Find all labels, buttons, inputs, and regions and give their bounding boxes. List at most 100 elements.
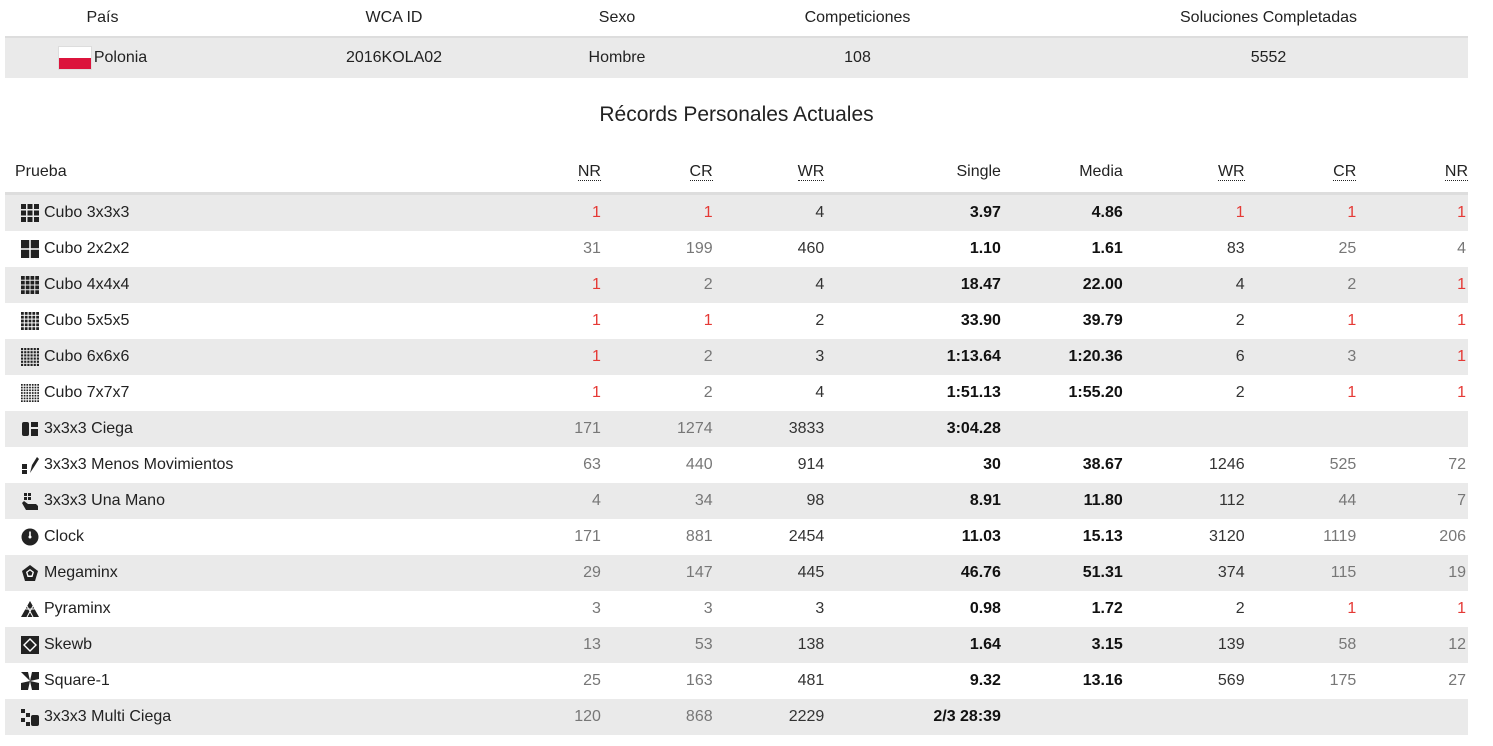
event-cell: 3x3x3 Una Mano [5,483,490,519]
event-name[interactable]: Cubo 5x5x5 [44,312,130,330]
table-row: Cubo 6x6x6 1 2 3 1:13.64 1:20.36 6 3 1 [5,339,1468,375]
wr-average-cell: 2 [1235,600,1245,617]
clock-icon [20,527,42,547]
wr-single-cell: 98 [712,483,825,519]
nr-average-cell: 1 [1356,267,1468,303]
cr-average-header[interactable]: CR [1244,152,1357,195]
event-cell: Cubo 3x3x3 [5,193,490,231]
average-cell: 13.16 [1082,672,1123,689]
gender-header: Sexo [598,9,636,26]
skewb-icon [20,635,42,655]
nr-single-cell: 1 [489,267,601,303]
cr-single-cell: 868 [600,699,713,735]
event-name[interactable]: Cubo 6x6x6 [44,348,130,366]
cr-single-cell: 1 [600,193,713,231]
event-name[interactable]: Cubo 3x3x3 [44,204,130,222]
event-name[interactable]: 3x3x3 Ciega [44,420,133,438]
nr-single-header[interactable]: NR [489,152,601,195]
event-name[interactable]: Clock [44,528,85,546]
event-name[interactable]: 3x3x3 Multi Ciega [44,708,172,726]
event-cell: 3x3x3 Ciega [5,411,490,447]
wr-single-cell: 4 [712,267,825,303]
competitions-value: 108 [646,36,1069,78]
cr-single-cell: 163 [685,672,713,689]
nr-average-cell: 1 [1457,384,1466,401]
single-cell: 30 [983,456,1001,473]
table-row: Square-1 25 163 481 9.32 13.16 569 175 27 [5,663,1468,699]
cr-single-cell: 440 [685,456,713,473]
wr-single-cell: 2229 [712,699,825,735]
event-name[interactable]: 3x3x3 Menos Movimientos [44,456,234,474]
average-cell: 4.86 [1000,193,1123,231]
nr-single-cell: 4 [489,483,601,519]
wr-average-header[interactable]: WR [1122,152,1245,195]
event-cell: Pyraminx [5,591,489,627]
event-name[interactable]: Cubo 4x4x4 [44,276,130,294]
cr-single-cell: 2 [703,384,713,401]
solves-header: Soluciones Completadas [1180,9,1357,26]
wr-single-cell: 2 [815,312,825,329]
table-row: 3x3x3 Una Mano 4 34 98 8.91 11.80 112 44 7 [5,483,1468,519]
nr-average-cell: 206 [1439,528,1466,545]
event-name[interactable]: 3x3x3 Una Mano [44,492,165,510]
cube-5x5-icon [20,311,42,331]
cube-3x3-icon [20,203,42,223]
wr-single-cell: 4 [815,384,825,401]
wr-average-cell: 4 [1122,267,1245,303]
wr-average-cell: 1 [1122,193,1245,231]
nr-average-header[interactable]: NR [1356,152,1468,195]
cube-7x7-icon [20,383,42,403]
table-row: Clock 171 881 2454 11.03 15.13 3120 1119 206 [5,519,1468,555]
average-cell: 1:55.20 [1068,384,1123,401]
event-name[interactable]: Square-1 [44,672,110,690]
average-cell [1000,699,1123,735]
cr-average-cell: 115 [1244,555,1357,591]
table-row: Cubo 5x5x5 1 1 2 33.90 39.79 2 1 1 [5,303,1468,339]
event-cell: 3x3x3 Multi Ciega [5,699,490,735]
single-cell: 1:51.13 [946,384,1001,401]
table-row: Pyraminx 3 3 3 0.98 1.72 2 1 1 [5,591,1468,627]
cr-average-cell: 2 [1244,267,1357,303]
cr-single-cell: 147 [600,555,713,591]
nr-average-cell: 1 [1356,339,1468,375]
cr-single-cell: 53 [600,627,713,663]
country-cell: Polonia [5,36,200,78]
country-header: País [86,9,119,26]
nr-single-cell: 120 [489,699,601,735]
nr-single-cell: 171 [574,528,601,545]
cr-average-cell: 175 [1329,672,1357,689]
cr-single-header[interactable]: CR [600,152,713,195]
wr-single-cell: 460 [797,240,825,257]
country-value: Polonia [93,49,148,67]
event-name[interactable]: Cubo 7x7x7 [44,384,130,402]
cr-average-cell [1244,699,1357,735]
event-name[interactable]: Skewb [44,636,93,654]
cr-average-cell: 58 [1244,627,1357,663]
event-name[interactable]: Megaminx [44,564,118,582]
nr-average-cell: 4 [1457,240,1466,257]
wr-average-cell: 1246 [1209,456,1245,473]
event-cell: Cubo 5x5x5 [5,303,489,339]
nr-single-cell: 31 [583,240,601,257]
cr-single-cell: 34 [600,483,713,519]
event-cell: Cubo 2x2x2 [5,231,489,267]
records-title: Récords Personales Actuales [599,103,874,126]
average-cell: 15.13 [1082,528,1123,545]
event-name[interactable]: Cubo 2x2x2 [44,240,130,258]
nr-average-cell: 1 [1457,600,1466,617]
table-row: 3x3x3 Multi Ciega 120 868 2229 2/3 28:39 [5,699,1468,735]
wr-average-cell: 2 [1235,384,1245,401]
single-cell: 1.10 [969,240,1001,257]
single-cell: 0.98 [969,600,1001,617]
single-cell: 3:04.28 [824,411,1001,447]
wr-single-header[interactable]: WR [712,152,825,195]
table-row: 3x3x3 Menos Movimientos 63 440 914 30 38.67 12… [5,447,1468,483]
wr-average-cell [1122,411,1245,447]
event-name[interactable]: Pyraminx [44,600,111,618]
cube-6x6-icon [20,347,42,367]
blindfolded-icon [20,419,42,439]
cr-average-cell: 1 [1244,193,1357,231]
average-cell: 22.00 [1000,267,1123,303]
fewest-moves-icon [20,455,42,475]
nr-single-cell: 25 [583,672,601,689]
